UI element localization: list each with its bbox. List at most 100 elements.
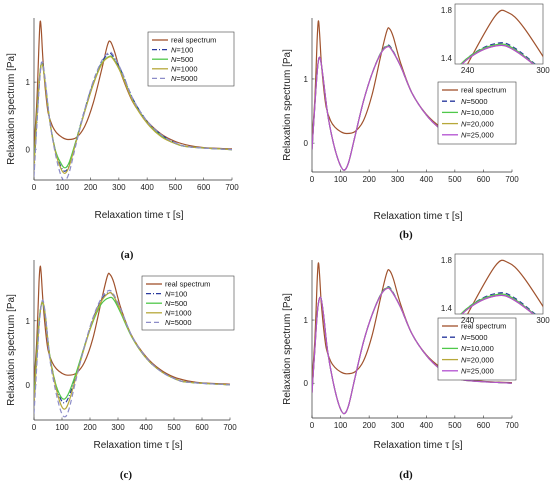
x-axis-label: Relaxation time τ [s]	[374, 440, 463, 451]
x-tick-label: 700	[225, 183, 239, 192]
inset-plot: 240 300 1.4 1.8	[441, 253, 550, 325]
x-axis-label: Relaxation time τ [s]	[94, 440, 183, 451]
chart-panel-c: 0 100 200 300 400 500 600 700 0 1 Relaxation spect…	[6, 260, 237, 481]
x-tick-label: 300	[391, 421, 405, 430]
x-tick-label: 300	[112, 183, 126, 192]
chart-panel-d: 0 100 200 300 400 500 600 700 0 1 Relaxation spect…	[282, 253, 550, 481]
x-tick-label: 100	[55, 423, 69, 432]
legend-label: real spectrum	[461, 322, 506, 331]
x-axis-label: Relaxation time τ [s]	[95, 210, 184, 221]
legend-label: N=1000	[165, 309, 192, 318]
series-line	[34, 56, 233, 174]
x-tick-label: 400	[140, 183, 154, 192]
inset-x-tick-label: 300	[536, 66, 550, 75]
x-tick-label: 600	[477, 175, 491, 184]
x-tick-label: 100	[334, 421, 348, 430]
x-tick-label: 500	[448, 175, 462, 184]
x-tick-label: 200	[84, 183, 98, 192]
legend-label: N=20,000	[461, 355, 494, 364]
inset-y-tick-label: 1.4	[441, 54, 453, 63]
legend-label: N=20,000	[461, 119, 494, 128]
series-line	[312, 20, 513, 144]
chart-panel-a: 0 100 200 300 400 500 600 700 0 1 Relaxation spect…	[6, 18, 239, 261]
chart-panel-b: 0 100 200 300 400 500 600 700 0 1 Relaxation spect…	[282, 3, 550, 241]
legend-label: N=5000	[165, 318, 192, 327]
inset-series-line	[459, 43, 536, 64]
x-tick-label: 300	[111, 423, 125, 432]
inset-frame	[454, 3, 544, 65]
series-line	[312, 287, 513, 415]
x-tick-label: 500	[167, 423, 181, 432]
y-tick-label: 1	[26, 317, 31, 326]
legend-label: N=25,000	[461, 131, 494, 140]
legend-label: N=100	[165, 289, 187, 298]
y-tick-label: 1	[304, 316, 309, 325]
x-tick-label: 700	[223, 423, 237, 432]
y-tick-label: 1	[26, 78, 31, 87]
x-tick-label: 300	[391, 175, 405, 184]
legend-label: N=500	[171, 55, 193, 64]
y-tick-label: 0	[304, 379, 309, 388]
series-group	[312, 20, 513, 171]
x-tick-label: 200	[362, 421, 376, 430]
series-group	[34, 265, 231, 418]
x-tick-label: 0	[310, 175, 315, 184]
panel-label: (b)	[399, 229, 413, 241]
inset-y-tick-label: 1.8	[441, 256, 453, 265]
x-tick-label: 600	[477, 421, 491, 430]
legend-label: N=10,000	[461, 344, 494, 353]
x-tick-label: 0	[310, 421, 315, 430]
x-tick-label: 400	[139, 423, 153, 432]
inset-series-line	[460, 42, 536, 64]
series-group	[34, 20, 233, 180]
series-line	[34, 51, 233, 180]
inset-series-line	[461, 44, 535, 64]
inset-series-line	[461, 294, 535, 314]
inset-x-tick-label: 240	[461, 66, 475, 75]
series-line	[312, 262, 513, 384]
x-tick-label: 500	[169, 183, 183, 192]
panel-label: (d)	[399, 469, 413, 481]
x-tick-label: 700	[505, 175, 519, 184]
x-tick-label: 100	[56, 183, 70, 192]
legend: real spectrum N=5000 N=10,000 N=20,000 N=25,…	[437, 81, 517, 145]
legend: real spectrum N=5000 N=10,000 N=20,000 N=25,…	[437, 317, 517, 381]
inset-x-tick-label: 300	[536, 316, 550, 325]
inset-series-line	[466, 9, 543, 64]
panel-label: (c)	[120, 469, 133, 481]
x-tick-label: 600	[197, 183, 211, 192]
x-tick-label: 200	[362, 175, 376, 184]
legend-label: N=10,000	[461, 108, 494, 117]
legend-label: N=5000	[461, 333, 488, 342]
y-tick-label: 1	[304, 75, 309, 84]
legend-label: real spectrum	[165, 280, 210, 289]
series-line	[34, 265, 231, 385]
x-tick-label: 500	[448, 421, 462, 430]
legend-label: N=25,000	[461, 367, 494, 376]
y-axis-label: Relaxation spectrum [Pa]	[6, 294, 17, 406]
x-tick-label: 600	[195, 423, 209, 432]
inset-x-tick-label: 240	[461, 316, 475, 325]
x-tick-label: 700	[505, 421, 519, 430]
legend-label: N=5000	[461, 97, 488, 106]
legend-label: real spectrum	[171, 36, 216, 45]
y-tick-label: 0	[26, 146, 31, 155]
x-axis-label: Relaxation time τ [s]	[374, 211, 463, 222]
inset-plot: 240 300 1.4 1.8	[441, 3, 550, 75]
y-tick-label: 0	[304, 139, 309, 148]
legend-label: N=100	[171, 45, 193, 54]
y-axis-label: Relaxation spectrum [Pa]	[282, 293, 293, 405]
series-group	[312, 262, 513, 415]
inset-series-line	[460, 292, 536, 314]
x-tick-label: 400	[420, 421, 434, 430]
x-tick-label: 0	[32, 183, 37, 192]
y-axis-label: Relaxation spectrum [Pa]	[282, 49, 293, 161]
legend-label: N=1000	[171, 65, 198, 74]
y-axis-label: Relaxation spectrum [Pa]	[6, 53, 17, 165]
inset-series-line	[459, 293, 536, 314]
inset-y-tick-label: 1.8	[441, 6, 453, 15]
y-tick-label: 0	[26, 381, 31, 390]
